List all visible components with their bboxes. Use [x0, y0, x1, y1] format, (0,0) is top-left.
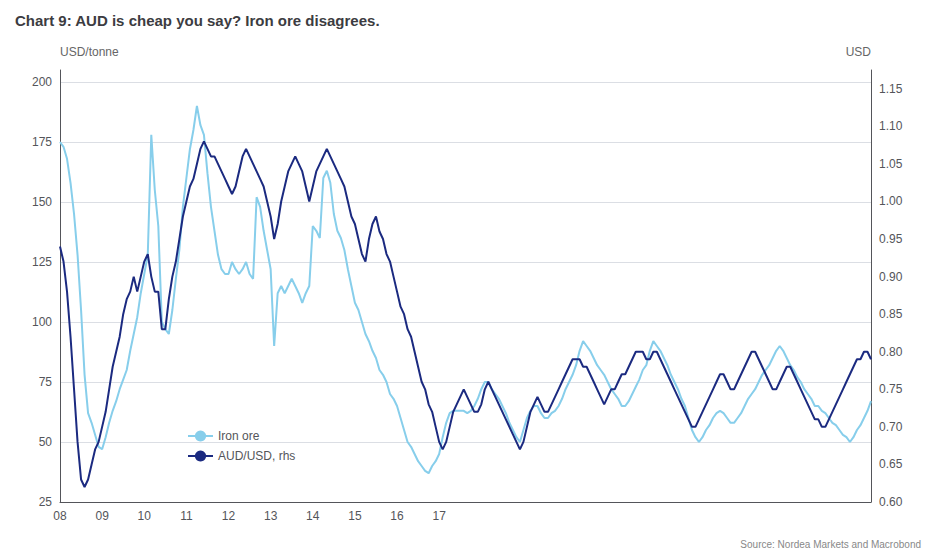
svg-text:USD: USD — [846, 45, 872, 59]
svg-text:125: 125 — [32, 255, 52, 269]
svg-text:0.85: 0.85 — [879, 307, 903, 321]
svg-text:0.75: 0.75 — [879, 382, 903, 396]
svg-text:08: 08 — [53, 509, 67, 523]
svg-text:17: 17 — [432, 509, 446, 523]
svg-text:150: 150 — [32, 195, 52, 209]
svg-text:14: 14 — [306, 509, 320, 523]
svg-text:1.05: 1.05 — [879, 157, 903, 171]
svg-text:13: 13 — [264, 509, 278, 523]
svg-text:100: 100 — [32, 315, 52, 329]
svg-text:Iron ore: Iron ore — [218, 429, 260, 443]
svg-text:1.00: 1.00 — [879, 194, 903, 208]
svg-text:12: 12 — [222, 509, 236, 523]
svg-text:0.65: 0.65 — [879, 457, 903, 471]
svg-text:09: 09 — [95, 509, 109, 523]
svg-text:50: 50 — [39, 435, 53, 449]
svg-text:200: 200 — [32, 75, 52, 89]
svg-text:0.80: 0.80 — [879, 345, 903, 359]
svg-text:11: 11 — [180, 509, 193, 523]
svg-text:1.10: 1.10 — [879, 119, 903, 133]
svg-text:0.95: 0.95 — [879, 232, 903, 246]
svg-text:1.15: 1.15 — [879, 82, 903, 96]
svg-text:Source: Nordea Markets and Mac: Source: Nordea Markets and Macrobond — [740, 539, 921, 550]
svg-text:75: 75 — [39, 375, 53, 389]
svg-text:0.60: 0.60 — [879, 495, 903, 509]
svg-text:10: 10 — [138, 509, 152, 523]
svg-text:0.70: 0.70 — [879, 420, 903, 434]
svg-text:16: 16 — [390, 509, 404, 523]
svg-text:25: 25 — [39, 495, 53, 509]
svg-text:175: 175 — [32, 135, 52, 149]
svg-text:Chart 9: AUD is cheap you say?: Chart 9: AUD is cheap you say? Iron ore … — [15, 12, 380, 29]
svg-text:15: 15 — [348, 509, 362, 523]
svg-text:USD/tonne: USD/tonne — [60, 45, 119, 59]
svg-text:0.90: 0.90 — [879, 270, 903, 284]
svg-text:AUD/USD, rhs: AUD/USD, rhs — [218, 449, 295, 463]
